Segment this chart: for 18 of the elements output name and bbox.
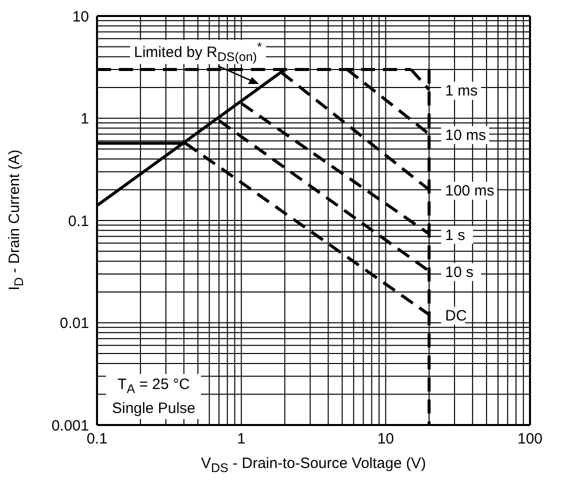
- y-tick-label: 0.001: [51, 417, 89, 434]
- series-label: 100 ms: [445, 182, 494, 200]
- series-label: 10 ms: [445, 127, 486, 144]
- x-tick-label: 100: [517, 430, 543, 448]
- series-label: 1 s: [445, 226, 466, 244]
- series-label: 10 s: [445, 264, 474, 282]
- annotation: T$_{A}$ = 25 °C: [116, 375, 191, 398]
- y-tick-label: 0.01: [60, 315, 89, 332]
- x-tick-label: 0.1: [86, 430, 108, 448]
- x-tick-label: 1: [237, 430, 246, 448]
- y-tick-label: 0.1: [68, 212, 89, 230]
- x-axis-title: V$_{DS}$ - Drain-to-Source Voltage (V): [201, 455, 426, 475]
- y-tick-label: 1: [80, 110, 89, 128]
- series-label: 1 ms: [445, 82, 478, 100]
- x-tick-label: 10: [377, 430, 394, 448]
- y-tick-label: 10: [72, 8, 89, 26]
- series-label: DC: [445, 308, 467, 325]
- annotation: Single Pulse: [112, 399, 196, 418]
